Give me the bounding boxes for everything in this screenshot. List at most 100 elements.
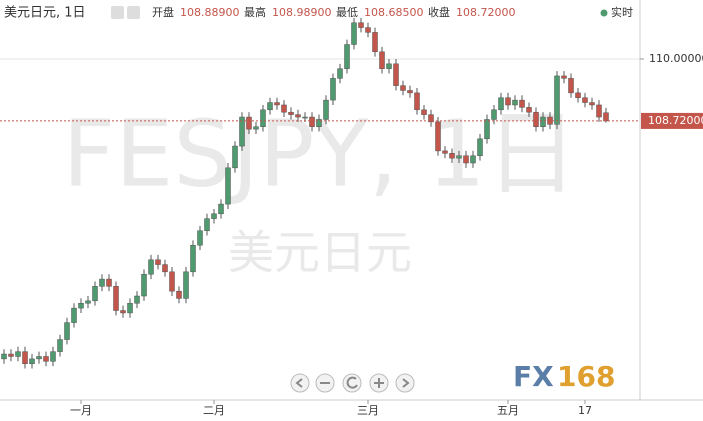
candle-body (50, 351, 56, 362)
candle-body (92, 286, 98, 302)
candle-body (246, 116, 252, 130)
open-label: 开盘 (152, 5, 174, 19)
candle-body (477, 138, 483, 156)
y-tick-label: 110.00000 (649, 52, 703, 65)
candle-body (372, 32, 378, 53)
candle-body (575, 92, 581, 98)
candle-body (302, 116, 308, 119)
scroll-left[interactable] (290, 373, 310, 393)
candle-body (365, 27, 371, 33)
candle-body (218, 203, 224, 215)
last-price-box (641, 112, 703, 129)
candle-body (253, 126, 259, 130)
candle-body (596, 104, 602, 118)
candle-body (456, 155, 462, 159)
reset[interactable] (342, 373, 362, 393)
candle-body (526, 107, 532, 113)
candle-body (155, 259, 161, 265)
candle-body (379, 51, 385, 69)
scroll-right[interactable] (395, 373, 415, 393)
eye-icon[interactable] (111, 6, 124, 19)
candle-body (43, 356, 49, 362)
candle-body (64, 322, 70, 340)
candle-body (316, 119, 322, 127)
candle-body (568, 78, 574, 94)
x-tick-label: 17 (578, 404, 592, 417)
candle-body (421, 109, 427, 115)
logo-digits: 168 (557, 360, 615, 393)
candle-body (113, 286, 119, 311)
candle-body (71, 307, 77, 323)
candle-body (337, 68, 343, 79)
candle-body (57, 339, 63, 352)
x-tick-label: 三月 (357, 404, 379, 417)
candle-body (400, 85, 406, 91)
candle-body (505, 97, 511, 106)
candle-body (449, 153, 455, 159)
watermark-name: 美元日元 (228, 226, 412, 280)
nav-buttons (290, 373, 415, 393)
candle-body (8, 353, 14, 357)
candle-body (323, 99, 329, 120)
open-value: 108.88900 (180, 6, 240, 19)
candle-body (15, 351, 21, 357)
settings-icon[interactable] (127, 6, 140, 19)
symbol: 美元日元, 1日 (4, 6, 86, 21)
candle-body (36, 356, 42, 360)
watermark-symbol: FESJPY, 1日 (62, 100, 577, 207)
candle-body (197, 230, 203, 246)
candle-body (225, 167, 231, 205)
x-tick-label: 五月 (497, 404, 519, 417)
candle-body (470, 155, 476, 164)
candle-body (141, 273, 147, 297)
close-value: 108.72000 (456, 6, 516, 19)
low-value: 108.68500 (364, 6, 424, 19)
candle-body (407, 90, 413, 94)
last-price-label: 108.72000 (648, 114, 703, 127)
logo-brand: FX (513, 360, 554, 393)
candle-body (484, 119, 490, 140)
candle-body (78, 303, 84, 309)
candle-body (442, 150, 448, 154)
candle-body (491, 109, 497, 120)
candle-body (582, 97, 588, 103)
candle-body (309, 116, 315, 127)
candle-body (211, 213, 217, 219)
candle-body (183, 271, 189, 299)
candle-body (393, 63, 399, 86)
candle-body (127, 303, 133, 314)
candle-body (533, 111, 539, 127)
candle-body (176, 290, 182, 299)
plot (0, 17, 640, 369)
candle-body (1, 353, 7, 360)
candle-body (358, 22, 364, 28)
candle-body (260, 109, 266, 127)
candle-body (498, 97, 504, 111)
candle-body (99, 278, 105, 287)
live-label[interactable]: 实时 (611, 5, 633, 19)
candle-body (267, 102, 273, 111)
candle-body (295, 114, 301, 118)
candle-body (281, 104, 287, 113)
candle-body (106, 278, 112, 287)
high-value: 108.98900 (272, 6, 332, 19)
x-tick-label: 二月 (203, 404, 225, 417)
candle-body (288, 111, 294, 115)
close-label: 收盘 (428, 5, 450, 19)
candle-body (428, 114, 434, 123)
live-dot (600, 9, 608, 17)
candle-body (29, 358, 35, 364)
candle-body (190, 244, 196, 273)
candle-body (274, 102, 280, 106)
candle-body (232, 145, 238, 169)
candle-body (603, 112, 609, 122)
candle-body (330, 78, 336, 101)
candle-body (540, 116, 546, 127)
candle-body (589, 102, 595, 106)
candle-body (239, 116, 245, 147)
candle-body (344, 44, 350, 69)
candle-body (85, 300, 91, 304)
candle-body (435, 121, 441, 152)
